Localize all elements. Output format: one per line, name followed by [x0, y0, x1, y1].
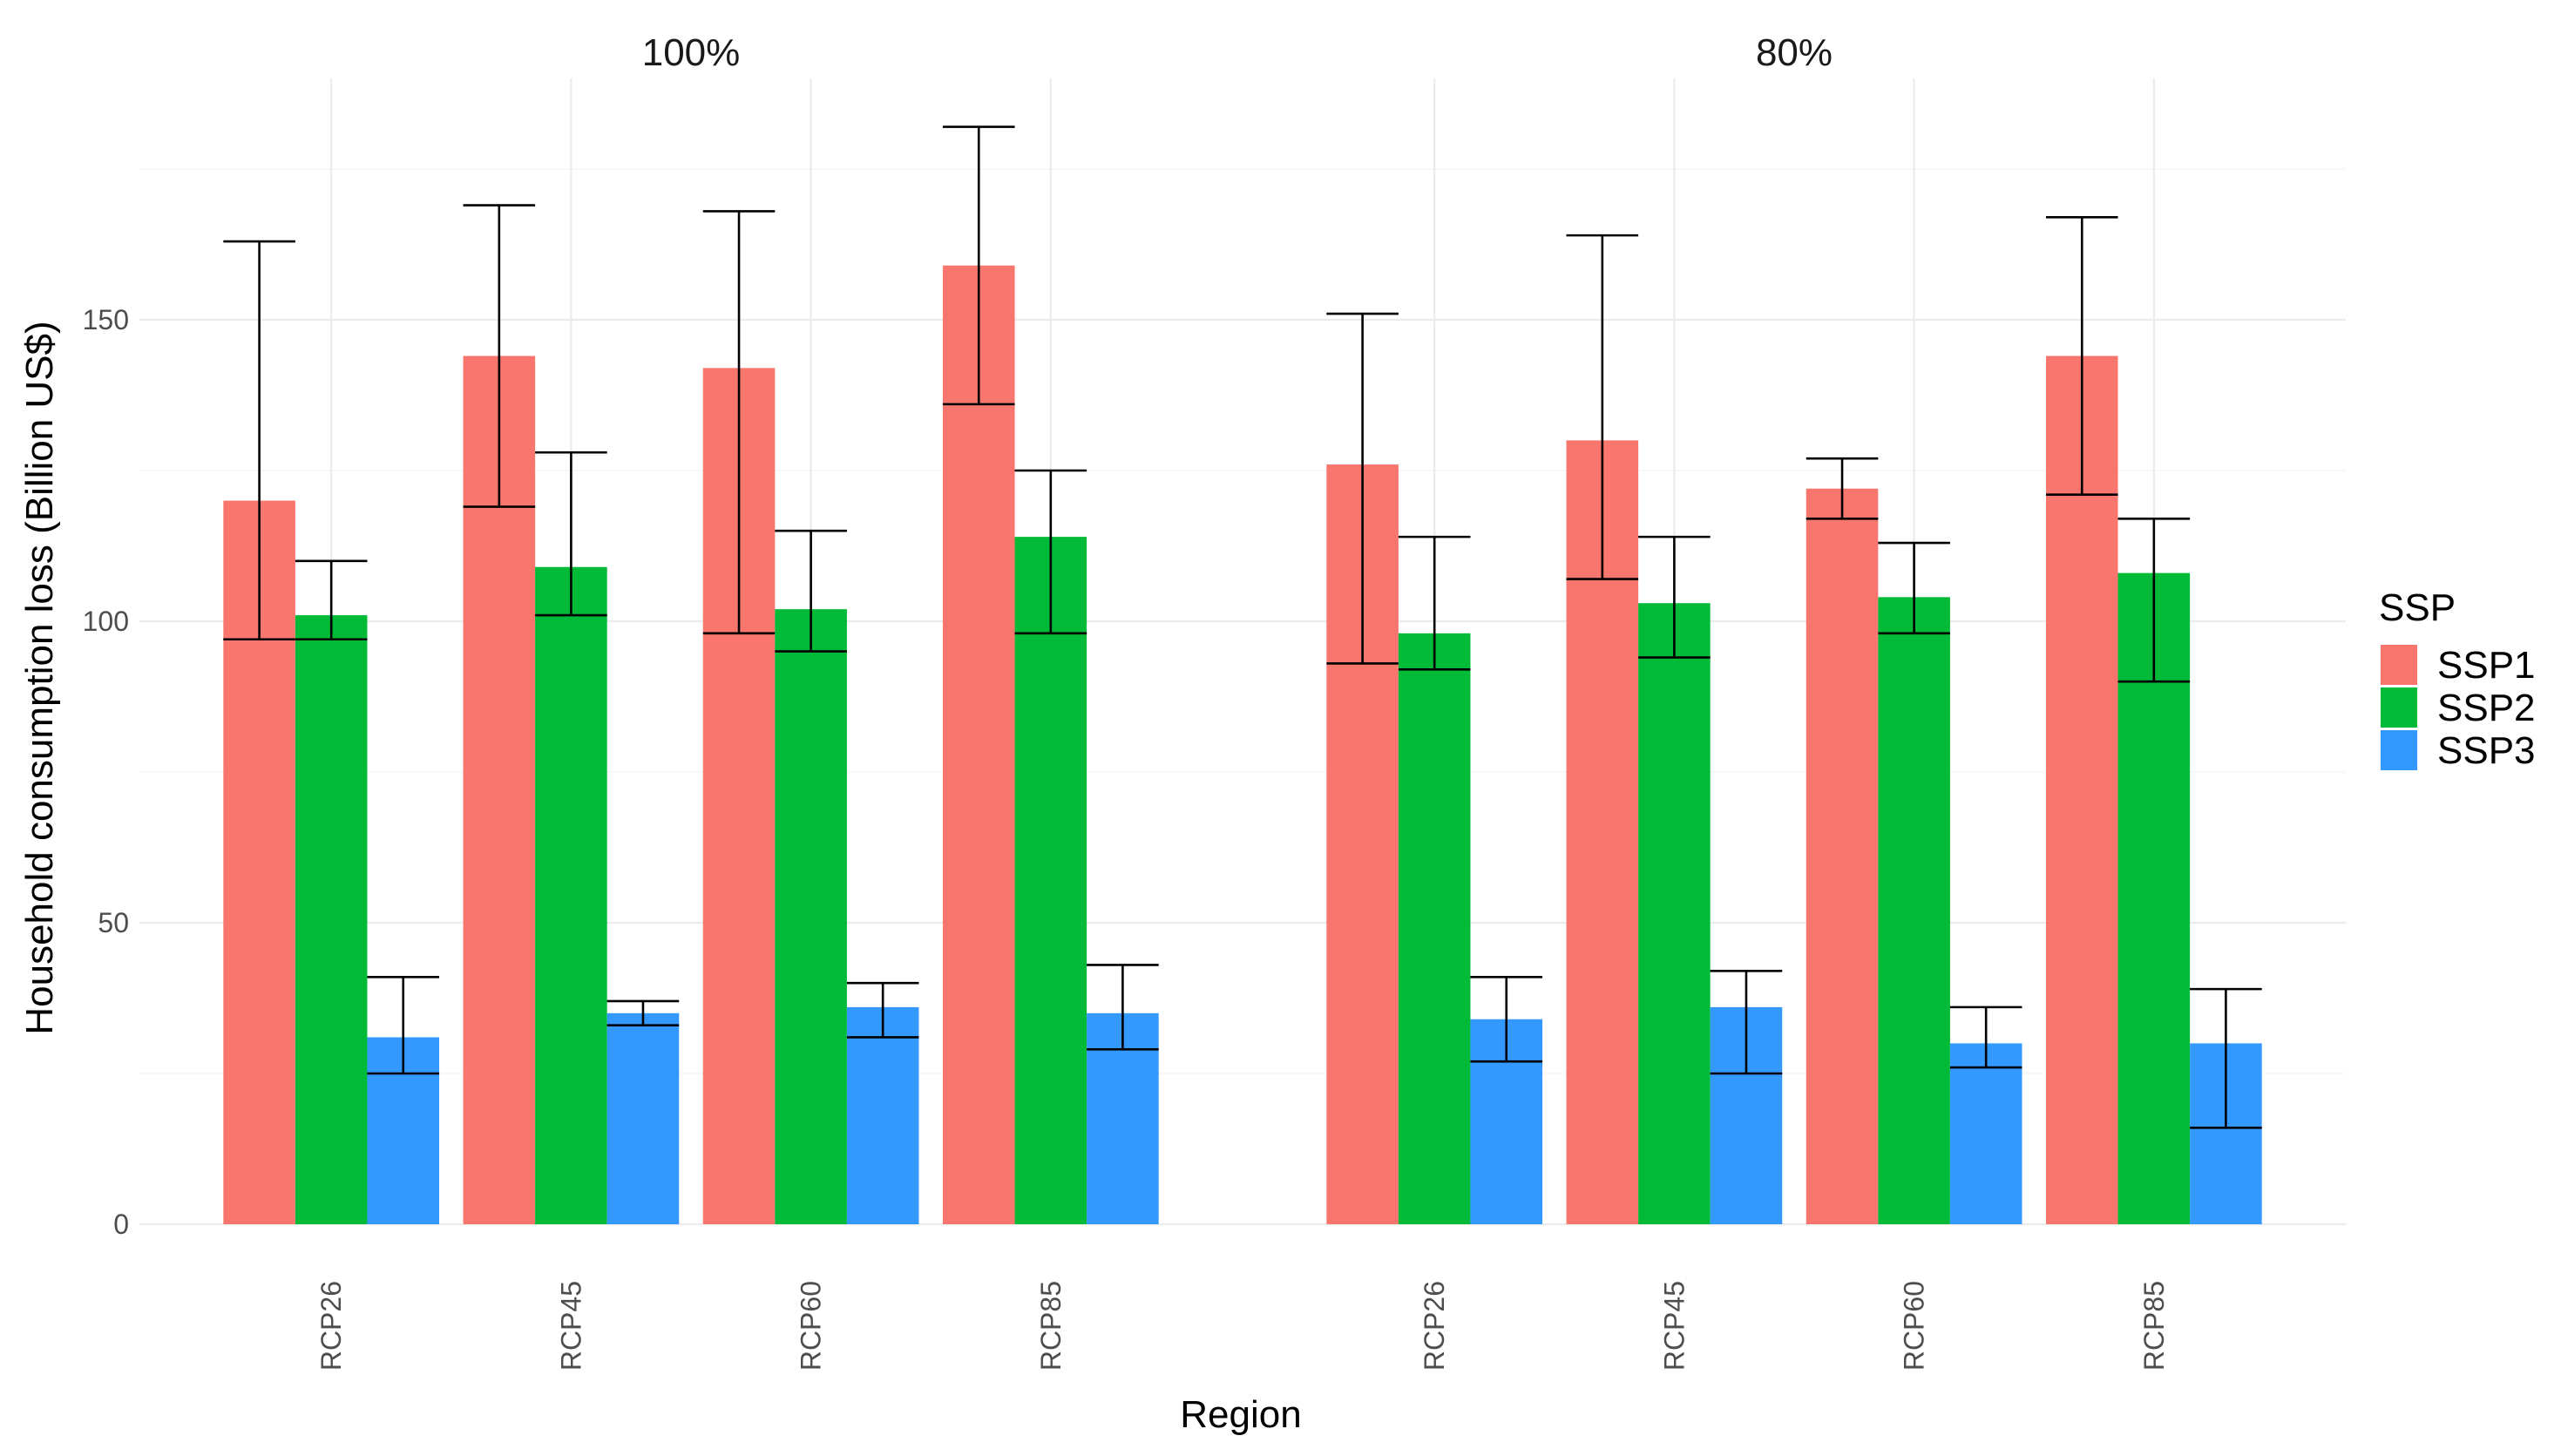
x-tick-label: RCP45 — [1658, 1281, 1690, 1371]
x-tick-label: RCP26 — [1419, 1281, 1450, 1371]
errorbar-RCP45-SSP1 — [1566, 234, 1639, 580]
legend-swatch-ssp2 — [2381, 687, 2417, 728]
errorbar-RCP60-SSP3 — [1949, 1006, 2022, 1069]
x-tick-label: RCP60 — [796, 1281, 827, 1371]
y-tick-label: 0 — [113, 1209, 129, 1240]
legend-label-ssp3: SSP3 — [2437, 729, 2536, 772]
x-tick-label: RCP26 — [315, 1281, 347, 1371]
y-tick-label: 100 — [83, 606, 129, 637]
errorbar-RCP45-SSP3 — [606, 999, 680, 1026]
errorbar-RCP45-SSP2 — [1638, 535, 1711, 659]
errorbar-RCP26-SSP1 — [1326, 312, 1399, 665]
errorbar-RCP45-SSP2 — [535, 450, 607, 617]
errorbar-RCP26-SSP2 — [295, 559, 368, 641]
bar-80pct-RCP45-SSP2 — [1638, 603, 1711, 1224]
errorbar-RCP85-SSP1 — [2045, 216, 2118, 496]
errorbar-RCP85-SSP2 — [1014, 469, 1087, 635]
errorbar-RCP85-SSP1 — [942, 125, 1015, 406]
bar-80pct-RCP60-SSP1 — [1806, 488, 1879, 1224]
errorbar-RCP60-SSP1 — [702, 210, 776, 635]
legend-swatch-ssp3 — [2381, 730, 2417, 770]
errorbar-RCP26-SSP3 — [1470, 975, 1543, 1063]
errorbar-RCP26-SSP3 — [367, 975, 440, 1075]
bar-100pct-RCP85-SSP1 — [942, 265, 1015, 1225]
x-tick-label: RCP85 — [1035, 1281, 1067, 1371]
facet-title: 80% — [1756, 31, 1833, 74]
errorbar-RCP60-SSP1 — [1806, 457, 1879, 520]
bar-80pct-RCP26-SSP2 — [1398, 633, 1471, 1224]
errorbar-RCP45-SSP1 — [463, 204, 536, 508]
bar-100pct-RCP26-SSP2 — [295, 615, 368, 1224]
errorbar-RCP85-SSP3 — [1087, 964, 1159, 1051]
y-tick-label: 50 — [98, 907, 129, 938]
errorbar-RCP85-SSP2 — [2117, 518, 2191, 683]
x-tick-label: RCP45 — [555, 1281, 586, 1371]
errorbar-RCP60-SSP3 — [846, 981, 919, 1039]
errorbar-RCP45-SSP3 — [1710, 970, 1783, 1075]
legend-swatch-ssp1 — [2381, 645, 2417, 685]
y-axis-ticks: 0 50 100 150 — [83, 304, 129, 1240]
errorbar-RCP60-SSP2 — [775, 529, 847, 653]
bar-80pct-RCP60-SSP3 — [1949, 1043, 2022, 1224]
x-tick-label: RCP60 — [1899, 1281, 1930, 1371]
bar-100pct-RCP60-SSP3 — [846, 1006, 919, 1224]
facet-panel-1: 100% RCP26 RCP45 RCP60 RCP85 — [139, 31, 1243, 1371]
y-tick-label: 150 — [83, 304, 129, 335]
facet-panels: 100% RCP26 RCP45 RCP60 RCP85 80% RCP26 RCP45 RCP… — [139, 31, 2346, 1371]
errorbar-RCP26-SSP2 — [1398, 535, 1471, 671]
x-axis-title: Region — [1180, 1393, 1301, 1436]
bar-100pct-RCP85-SSP2 — [1014, 537, 1087, 1224]
bar-100pct-RCP60-SSP2 — [775, 609, 847, 1224]
bar-80pct-RCP60-SSP2 — [1878, 597, 1950, 1224]
bar-80pct-RCP85-SSP1 — [2045, 356, 2118, 1224]
errorbar-RCP60-SSP2 — [1878, 541, 1950, 635]
errorbar-RCP85-SSP3 — [2190, 987, 2262, 1129]
facet-panel-2: 80% RCP26 RCP45 RCP60 RCP85 — [1243, 31, 2346, 1371]
legend-label-ssp1: SSP1 — [2437, 644, 2536, 687]
legend-title: SSP — [2379, 586, 2456, 629]
errorbar-RCP26-SSP1 — [223, 240, 295, 641]
y-axis-title: Household consumption loss (Billion US$) — [18, 321, 61, 1034]
facet-title: 100% — [642, 31, 741, 74]
legend-label-ssp2: SSP2 — [2437, 687, 2536, 729]
bar-100pct-RCP45-SSP2 — [535, 566, 607, 1224]
x-tick-label: RCP85 — [2138, 1281, 2170, 1371]
bar-100pct-RCP45-SSP3 — [606, 1012, 680, 1224]
